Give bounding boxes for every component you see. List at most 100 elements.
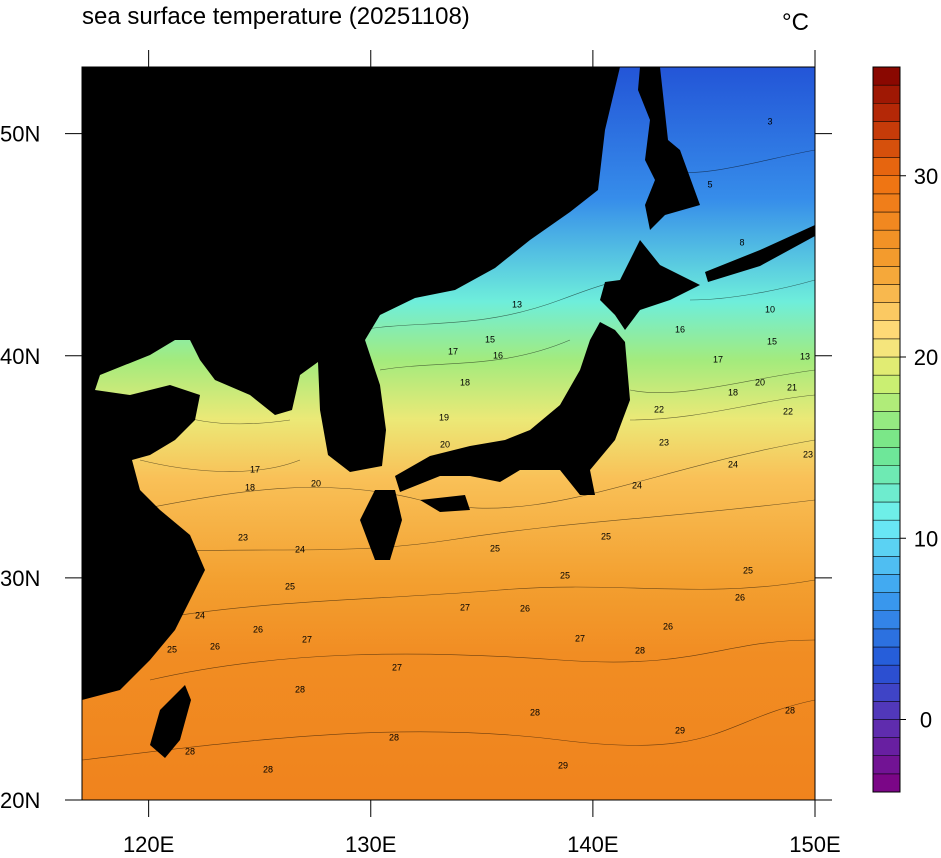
contour-label: 26 [210, 641, 220, 651]
map-title: sea surface temperature (20251108) [82, 3, 470, 30]
honshu [395, 322, 630, 495]
colorbar-band [872, 139, 901, 158]
contour-label: 18 [728, 387, 738, 397]
colorbar-band [872, 683, 901, 702]
contour-label: 28 [389, 732, 399, 742]
contour-label: 27 [575, 633, 585, 643]
colorbar-band [872, 646, 901, 666]
contour-label: 21 [787, 382, 797, 392]
colorbar-band [872, 664, 901, 684]
y-tick-label: 20N [0, 788, 40, 813]
contour-label: 23 [803, 449, 813, 459]
kyushu [360, 490, 402, 560]
colorbar-band [872, 103, 901, 122]
colorbar-band [872, 266, 901, 285]
unit-label: °C [782, 9, 809, 36]
land [82, 67, 815, 758]
contour-label: 26 [253, 624, 263, 634]
asian-mainland [82, 67, 620, 700]
y-tick-label: 30N [0, 566, 40, 591]
taiwan [150, 685, 191, 758]
contour-label: 5 [707, 179, 712, 189]
contour-label: 13 [512, 299, 522, 309]
colorbar-band [872, 538, 901, 557]
contour-label: 26 [520, 603, 530, 613]
contour-label: 28 [785, 705, 795, 715]
colorbar-band [872, 592, 901, 611]
contour-label: 17 [250, 464, 260, 474]
contour-labels: 13 17 15 16 18 19 20 17 18 20 23 24 25 26 26 25 24 27 25 25… [167, 116, 813, 774]
colorbar-band [872, 773, 901, 793]
contour-label: 24 [295, 544, 305, 554]
colorbar-band [872, 556, 901, 575]
contour-label: 23 [659, 437, 669, 447]
colorbar-band [872, 211, 901, 231]
colorbar-band [872, 175, 901, 195]
colorbar-band [872, 465, 901, 485]
contour-label: 17 [448, 346, 458, 356]
colorbar-tick-label: 10 [914, 526, 938, 551]
contour-label: 20 [755, 377, 765, 387]
contour-label: 27 [302, 634, 312, 644]
colorbar-band [872, 447, 901, 466]
colorbar-tick-label: 30 [914, 164, 938, 189]
contour-label: 24 [728, 459, 738, 469]
contour-label: 20 [440, 439, 450, 449]
map-axes: 120E 130E 140E 150E 20N 30N 40N 50N [0, 50, 841, 857]
colorbar-band [872, 429, 901, 448]
contour-label: 26 [663, 621, 673, 631]
contour-label: 13 [800, 351, 810, 361]
y-tick-label: 50N [0, 122, 40, 147]
contour-label: 15 [767, 336, 777, 346]
colorbar-band [872, 84, 901, 104]
contour-label: 16 [675, 324, 685, 334]
x-tick-label: 150E [789, 832, 840, 857]
contour-label: 22 [783, 406, 793, 416]
contour-label: 20 [311, 478, 321, 488]
colorbar-frame [872, 66, 901, 793]
contour-label: 25 [490, 543, 500, 553]
colorbar-band [872, 229, 901, 249]
contour-label: 27 [392, 662, 402, 672]
contours [82, 149, 815, 761]
colorbar-band [872, 701, 901, 720]
colorbar-band [872, 121, 901, 140]
sakhalin [638, 67, 700, 230]
x-tick-label: 120E [123, 832, 174, 857]
colorbar-band [872, 193, 901, 213]
colorbar-tick-label: 0 [920, 708, 932, 733]
contour-label: 25 [601, 531, 611, 541]
colorbar-band [872, 737, 901, 756]
y-tick-label: 40N [0, 344, 40, 369]
contour-label: 23 [238, 532, 248, 542]
colorbar-band [872, 66, 901, 86]
contour-label: 29 [558, 760, 568, 770]
contour-label: 16 [493, 350, 503, 360]
contour-label: 18 [460, 377, 470, 387]
colorbar-band [872, 338, 901, 358]
contour-label: 29 [675, 725, 685, 735]
contour-label: 26 [735, 592, 745, 602]
colorbar-band [872, 248, 901, 267]
colorbar-band [872, 719, 901, 738]
x-tick-label: 130E [345, 832, 396, 857]
contour-label: 3 [767, 116, 772, 126]
x-tick-label: 140E [567, 832, 618, 857]
colorbar-band [872, 483, 901, 503]
colorbar-band [872, 755, 901, 775]
colorbar-band [872, 501, 901, 521]
contour-label: 25 [560, 570, 570, 580]
colorbar-tick-label: 20 [914, 345, 938, 370]
hokkaido [600, 240, 700, 330]
contour-label: 25 [167, 644, 177, 654]
map-frame [81, 66, 816, 801]
colorbar-band [872, 519, 901, 539]
colorbar-band [872, 393, 901, 412]
contour-label: 25 [743, 565, 753, 575]
colorbar-band [872, 302, 901, 321]
colorbar-band [872, 284, 901, 303]
contour-label: 28 [530, 707, 540, 717]
contour-label: 28 [295, 684, 305, 694]
colorbar-band [872, 628, 901, 648]
